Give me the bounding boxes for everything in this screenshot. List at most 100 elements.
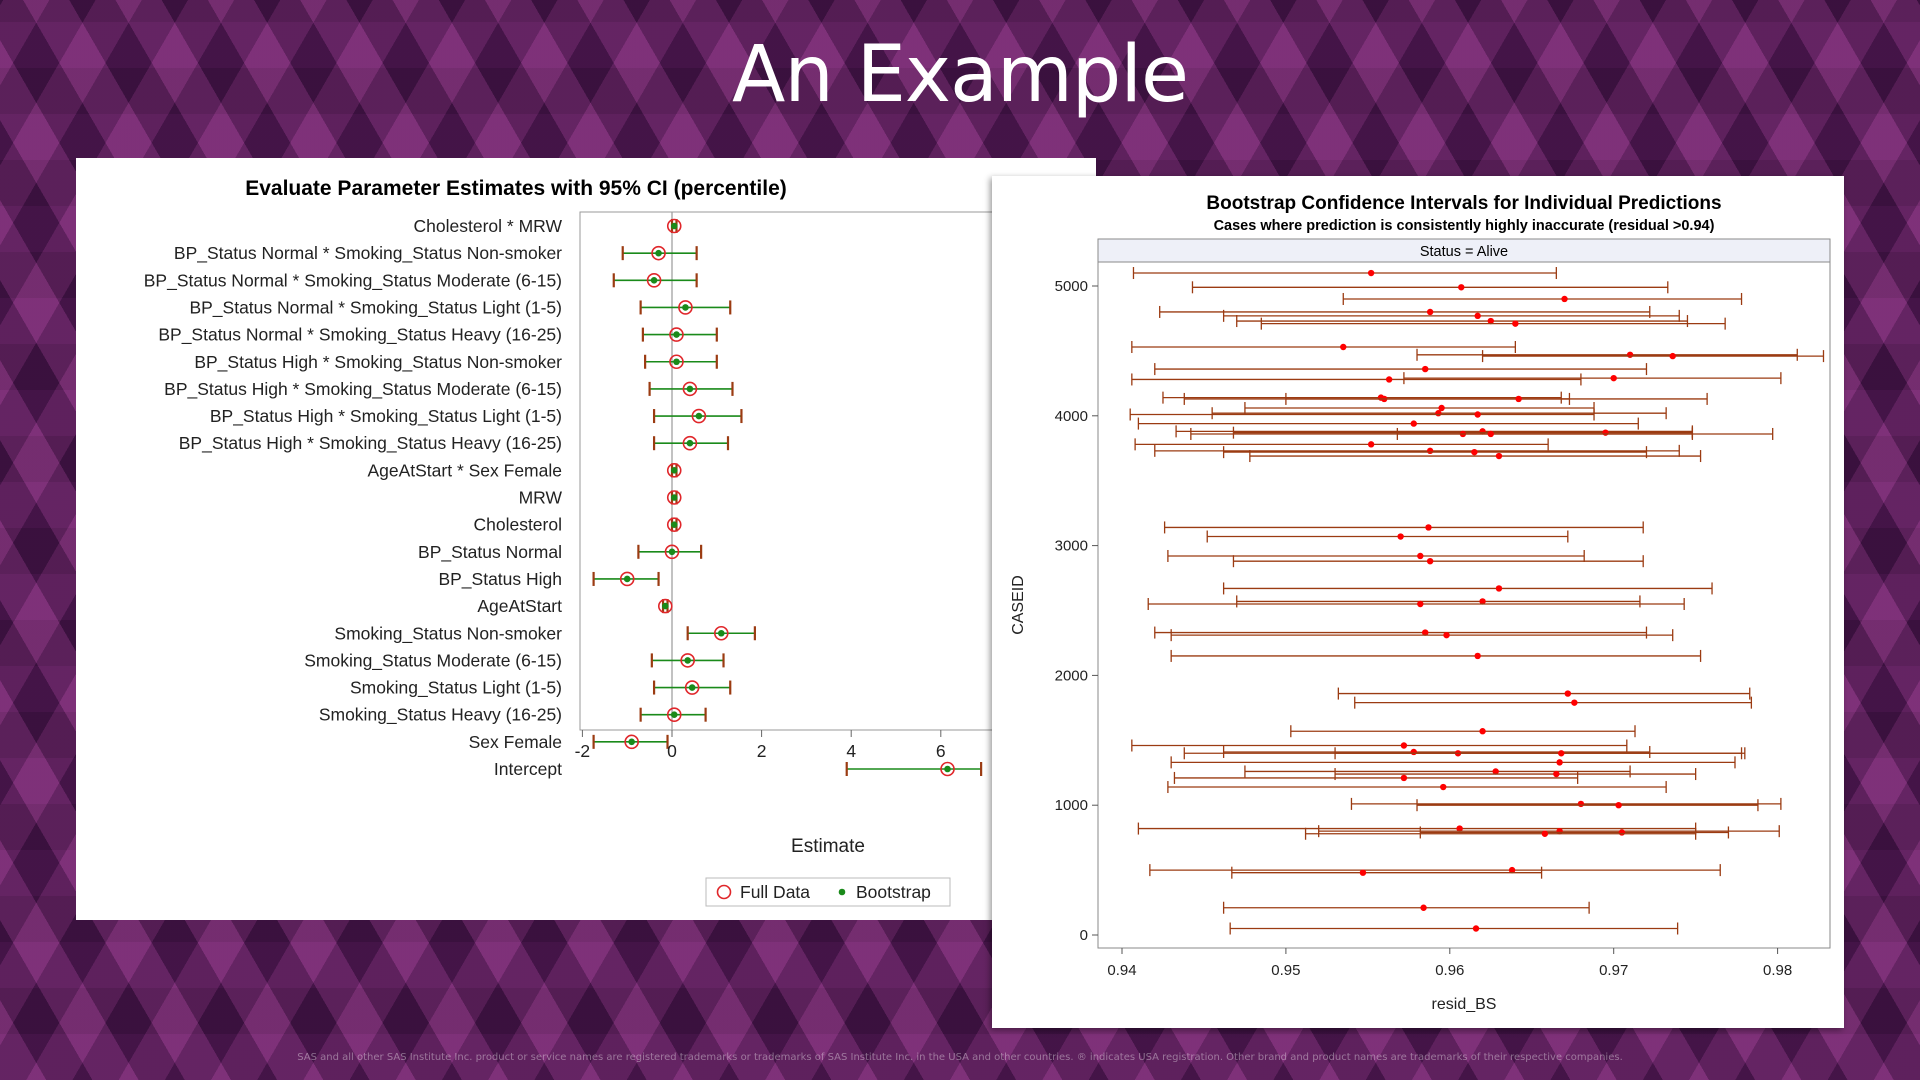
- category-label: Smoking_Status Heavy (16-25): [319, 705, 562, 726]
- x-axis-label: resid_BS: [1432, 996, 1497, 1013]
- category-label: MRW: [519, 488, 563, 508]
- prediction-point: [1474, 652, 1481, 660]
- full-data-point: [678, 300, 693, 315]
- full-data-point: [646, 273, 662, 288]
- prediction-point: [1422, 365, 1429, 373]
- prediction-point: [1359, 869, 1367, 876]
- prediction-point: [1422, 629, 1429, 636]
- prediction-point: [1618, 829, 1626, 836]
- x-tick-label: 6: [936, 741, 946, 761]
- category-label: BP_Status Normal * Smoking_Status Non-sm…: [174, 243, 562, 264]
- parameter-estimates-panel: Evaluate Parameter Estimates with 95% CI…: [76, 158, 1097, 920]
- full-data-point: [691, 408, 707, 424]
- prediction-point: [1474, 312, 1481, 320]
- prediction-point: [1410, 748, 1417, 756]
- bootstrap-point: [623, 575, 631, 583]
- prediction-point: [1487, 317, 1494, 325]
- y-tick-label: 4000: [1055, 408, 1088, 425]
- prediction-point: [1400, 742, 1408, 749]
- bootstrap-point: [661, 602, 669, 610]
- bootstrap-point: [670, 222, 678, 230]
- prediction-point: [1471, 448, 1478, 456]
- full-data-point: [669, 327, 684, 342]
- y-tick-label: 3000: [1055, 538, 1088, 555]
- chart-subtitle: Cases where prediction is consistently h…: [1214, 218, 1715, 234]
- bootstrap-point: [670, 494, 678, 501]
- full-data-point: [664, 544, 680, 560]
- chart-title: Evaluate Parameter Estimates with 95% CI…: [245, 177, 787, 200]
- prediction-point: [1508, 866, 1516, 874]
- category-label: Smoking_Status Light (1-5): [350, 678, 562, 699]
- legend-bootstrap-marker: [838, 888, 846, 896]
- prediction-point: [1558, 750, 1565, 757]
- bootstrap-point: [686, 439, 694, 447]
- prediction-point: [1556, 759, 1563, 766]
- full-data-point: [651, 245, 666, 261]
- bootstrap-point: [682, 304, 689, 311]
- prediction-point: [1435, 410, 1442, 417]
- full-data-point: [666, 218, 682, 234]
- bootstrap-point: [650, 277, 658, 284]
- prediction-point: [1397, 533, 1404, 540]
- legend-box: [705, 877, 951, 907]
- prediction-point: [1425, 524, 1432, 531]
- trademark-footer: SAS and all other SAS Institute Inc. pro…: [297, 1052, 1623, 1063]
- x-tick-label: 0.94: [1107, 962, 1136, 979]
- chart-title: Bootstrap Confidence Intervals for Indiv…: [1206, 193, 1721, 214]
- bootstrap-point: [688, 684, 696, 691]
- y-tick-label: 5000: [1055, 278, 1088, 295]
- category-label: BP_Status High * Smoking_Status Moderate…: [164, 379, 562, 400]
- prediction-point: [1456, 825, 1463, 832]
- x-tick-label: -2: [575, 741, 591, 761]
- category-label: Smoking_Status Non-smoker: [334, 623, 562, 644]
- prediction-point: [1495, 452, 1503, 460]
- y-tick-label: 1000: [1055, 797, 1088, 814]
- x-tick-label: 0.98: [1763, 962, 1792, 979]
- category-label: BP_Status Normal: [418, 542, 562, 563]
- legend: Full Data Bootstrap: [705, 877, 951, 907]
- bootstrap-point: [686, 385, 694, 393]
- y-axis-label: CASEID: [1010, 575, 1027, 635]
- prediction-point: [1615, 802, 1622, 809]
- full-data-point: [619, 571, 635, 587]
- full-data-point: [666, 490, 682, 505]
- prediction-point: [1561, 295, 1568, 303]
- x-tick-label: 4: [846, 741, 856, 761]
- bootstrap-point: [944, 765, 951, 773]
- prediction-point: [1626, 351, 1634, 358]
- prediction-point: [1426, 308, 1434, 316]
- bootstrap-point: [673, 331, 680, 338]
- category-label: Cholesterol: [473, 515, 562, 535]
- panel-header-label: Status = Alive: [1420, 244, 1508, 260]
- prediction-point: [1367, 441, 1375, 448]
- prediction-point: [1440, 783, 1447, 791]
- prediction-point: [1515, 395, 1522, 403]
- prediction-point: [1426, 447, 1434, 455]
- prediction-point: [1479, 728, 1486, 735]
- parameter-estimates-chart: Evaluate Parameter Estimates with 95% CI…: [144, 177, 1097, 907]
- category-label: Smoking_Status Moderate (6-15): [304, 650, 562, 671]
- bootstrap-point: [695, 412, 703, 420]
- category-label: BP_Status Normal * Smoking_Status Modera…: [144, 270, 562, 291]
- x-tick-label: 0.96: [1435, 962, 1464, 979]
- bootstrap-point: [668, 548, 676, 556]
- y-tick-label: 0: [1080, 927, 1088, 944]
- category-label: BP_Status High * Smoking_Status Non-smok…: [194, 352, 562, 373]
- full-data-point: [669, 354, 684, 370]
- prediction-point: [1400, 774, 1408, 782]
- bootstrap-point: [628, 738, 635, 746]
- bootstrap-predictions-panel: Bootstrap Confidence Intervals for Indiv…: [992, 176, 1844, 1028]
- full-data-point: [680, 653, 695, 668]
- prediction-point: [1541, 830, 1549, 837]
- prediction-point: [1479, 598, 1486, 605]
- prediction-point: [1487, 430, 1494, 438]
- bootstrap-point: [670, 711, 678, 718]
- legend-full-data-label: Full Data: [740, 882, 810, 902]
- full-data-point: [657, 598, 673, 614]
- full-data-point: [682, 435, 698, 451]
- plot-frame: [1097, 261, 1831, 949]
- slide-title: An Example: [732, 30, 1189, 120]
- prediction-point: [1367, 269, 1375, 277]
- prediction-point: [1577, 800, 1585, 808]
- full-data-point: [666, 463, 682, 478]
